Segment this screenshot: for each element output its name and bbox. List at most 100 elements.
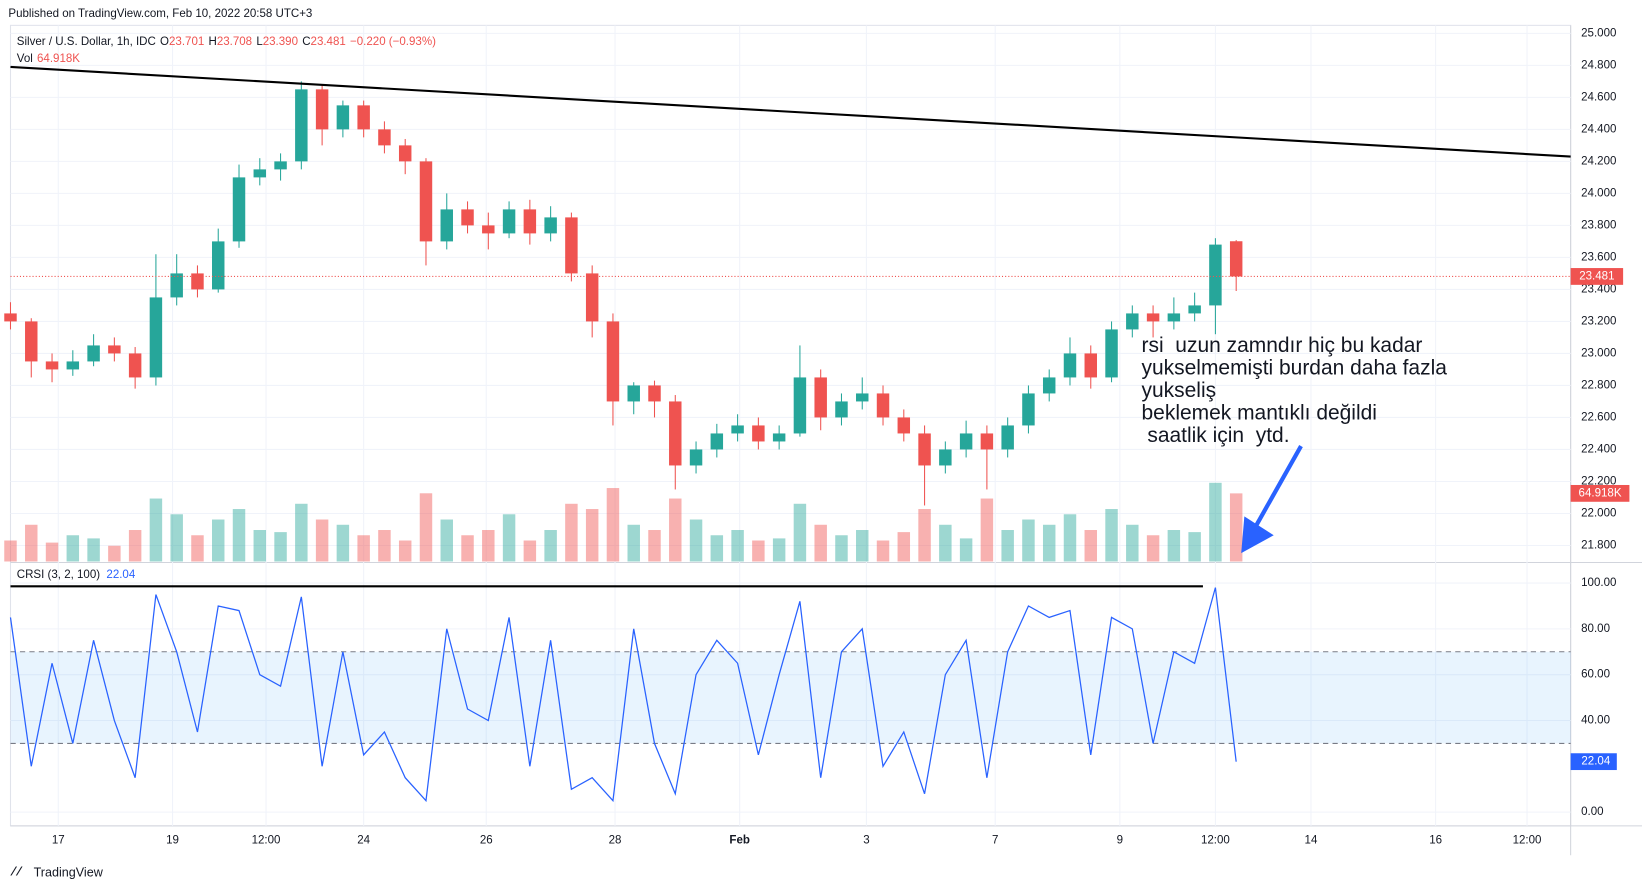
- volume-bar: [752, 540, 765, 562]
- change: −0.220 (−0.93%): [350, 36, 436, 48]
- y-tick-label: 24.400: [1581, 123, 1616, 135]
- x-tick-label: Feb: [729, 835, 750, 847]
- candle-body: [1167, 313, 1181, 322]
- annotation: yukseliş: [1142, 379, 1217, 402]
- candle-body: [710, 433, 724, 450]
- volume-bar: [1084, 530, 1097, 562]
- volume-bar: [149, 498, 163, 562]
- volume-bar: [856, 530, 869, 562]
- volume-bar: [1105, 509, 1118, 562]
- y-tick-label: 22.800: [1581, 379, 1616, 391]
- candle-body: [336, 105, 350, 130]
- y-tick-label: 23.200: [1581, 315, 1616, 327]
- annotation-arrow: [1241, 445, 1303, 554]
- candle-body: [606, 321, 620, 402]
- candle-body: [1084, 353, 1097, 378]
- candle-body: [959, 433, 973, 450]
- volume-bar: [274, 532, 287, 562]
- x-tick-label: 3: [863, 835, 869, 847]
- candle-body: [876, 393, 890, 418]
- x-tick-label: 9: [1117, 835, 1123, 847]
- crsi-line: [9, 587, 1237, 803]
- candle-body: [544, 217, 557, 234]
- volume-bar: [1146, 535, 1160, 562]
- volume-bar: [897, 532, 911, 562]
- crsi-tag: [1570, 753, 1617, 771]
- ohlc-value: 23.481: [311, 36, 346, 48]
- volume-value: 64.918K: [37, 53, 80, 65]
- candle-body: [66, 361, 80, 370]
- crsi-tag-label: 22.04: [1581, 756, 1610, 768]
- volume-bar: [170, 514, 183, 562]
- candle-body: [1001, 425, 1014, 450]
- volume-bar: [336, 524, 350, 562]
- volume-bar: [710, 535, 724, 562]
- candle-body: [4, 313, 17, 322]
- candle-body: [87, 345, 100, 362]
- annotation: rsi uzun zamndır hiç bu kadar: [1142, 334, 1423, 357]
- candle-body: [689, 449, 703, 466]
- x-tick-label: 24: [357, 835, 370, 847]
- ohlc-key: O: [160, 36, 169, 48]
- volume-bar: [689, 519, 703, 562]
- candle-body: [814, 377, 827, 418]
- candle-body: [772, 433, 786, 442]
- x-tick-label: 12:00: [1513, 835, 1542, 847]
- candle-body: [25, 321, 38, 362]
- ohlc-key: L: [256, 36, 263, 48]
- candle-body: [980, 433, 994, 450]
- y-tick-label: 23.800: [1581, 219, 1616, 231]
- annotation: yukselmemişti burdan daha fazla: [1142, 357, 1448, 380]
- volume-bar: [772, 538, 786, 562]
- candle-body: [897, 417, 911, 434]
- candle-body: [45, 361, 59, 370]
- candle-body: [274, 161, 287, 170]
- ohlc-key: H: [209, 36, 217, 48]
- y-tick-label: 24.600: [1581, 91, 1616, 103]
- candle-body: [357, 105, 370, 130]
- candle-body: [461, 209, 474, 226]
- candle-body: [502, 209, 516, 234]
- layer: 21.800 22.000 22.200 22.400 22.600 22.800 23.0…: [4, 25, 1630, 847]
- candle-body: [149, 297, 163, 378]
- candle-body: [648, 385, 661, 402]
- x-tick-label: 14: [1305, 835, 1318, 847]
- volume-name: Vol: [17, 53, 33, 65]
- candle-body: [440, 209, 453, 242]
- symbol-header: Silver / U.S. Dollar, 1h, IDC O23.701 H23.…: [17, 36, 436, 48]
- candle-body: [378, 129, 391, 146]
- volume-bar: [1167, 530, 1181, 562]
- candle-body: [170, 273, 183, 298]
- y-tick-label: 21.800: [1581, 540, 1616, 552]
- volume-bar: [669, 498, 682, 562]
- annotation: saatlik için ytd.: [1142, 424, 1290, 447]
- candle-body: [1022, 393, 1035, 426]
- ohlc-key: C: [302, 36, 310, 48]
- volume-bar: [419, 493, 433, 562]
- candle-body: [1188, 305, 1201, 314]
- x-tick-label: 26: [480, 835, 493, 847]
- published: Published on TradingView.com, Feb 10, 20…: [8, 8, 312, 20]
- volume-bar: [253, 530, 267, 562]
- volume-bar: [876, 540, 890, 562]
- candle-body: [1042, 377, 1056, 394]
- volume-bar: [25, 524, 38, 562]
- volume-bar: [295, 503, 308, 562]
- candle-body: [1229, 241, 1243, 277]
- volume-bar: [980, 498, 994, 562]
- x-tick-label: 16: [1429, 835, 1442, 847]
- candle-body: [918, 433, 931, 466]
- candle-body: [1063, 353, 1077, 378]
- volume-bar: [1001, 530, 1014, 562]
- volume-bar: [814, 524, 827, 562]
- volume-bar: [315, 519, 329, 562]
- ohlc-value: 23.708: [217, 36, 252, 48]
- candle-body: [232, 177, 246, 242]
- volume-bar: [793, 503, 807, 562]
- volume-bar: [1126, 524, 1139, 562]
- candle-body: [523, 209, 537, 234]
- candle-body: [856, 393, 869, 402]
- volume-bar: [627, 524, 640, 562]
- candle-body: [212, 241, 225, 290]
- price-tag-label: 23.481: [1579, 270, 1614, 282]
